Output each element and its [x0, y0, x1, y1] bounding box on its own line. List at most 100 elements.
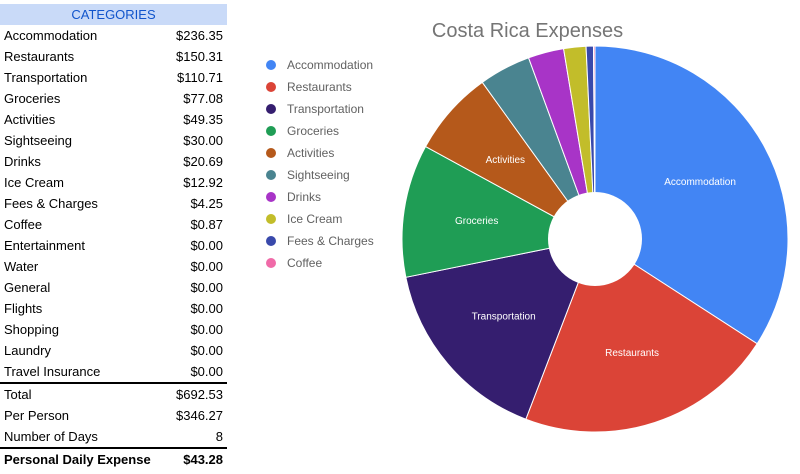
row-value: $692.53 — [167, 382, 227, 405]
table-header-row: CATEGORIES — [0, 4, 227, 25]
row-value: $0.00 — [190, 364, 223, 379]
row-value: $77.08 — [183, 91, 223, 106]
table-row: Travel Insurance $0.00 — [0, 361, 227, 383]
table-row: Flights $0.00 — [0, 298, 227, 319]
summary-row: Total $692.53 — [0, 382, 227, 405]
row-value: $0.00 — [190, 259, 223, 274]
legend-item: Fees & Charges — [266, 230, 374, 252]
legend-swatch — [266, 60, 276, 70]
row-label: Accommodation — [4, 28, 98, 43]
row-value: $30.00 — [183, 133, 223, 148]
row-value: $43.28 — [167, 447, 227, 470]
legend-swatch — [266, 214, 276, 224]
row-value: $0.00 — [190, 322, 223, 337]
legend-item: Accommodation — [266, 54, 374, 76]
legend-item: Groceries — [266, 120, 374, 142]
legend-item: Transportation — [266, 98, 374, 120]
slice-label: Transportation — [472, 311, 536, 322]
slice-label: Activities — [486, 155, 525, 166]
legend-item: Coffee — [266, 252, 374, 274]
final-row: Personal Daily Expense $43.28 — [0, 447, 227, 470]
slice-label: Accommodation — [664, 177, 736, 188]
chart-legend: Accommodation Restaurants Transportation Gr… — [266, 54, 374, 274]
table-header: CATEGORIES — [0, 4, 227, 25]
legend-swatch — [266, 170, 276, 180]
row-value: $20.69 — [183, 154, 223, 169]
legend-item: Drinks — [266, 186, 374, 208]
legend-label: Coffee — [287, 256, 323, 270]
table-row: Entertainment $0.00 — [0, 235, 227, 256]
row-value: 8 — [215, 429, 223, 444]
table-row: Shopping $0.00 — [0, 319, 227, 340]
row-label: Number of Days — [4, 429, 98, 444]
legend-item: Ice Cream — [266, 208, 374, 230]
table-row: Sightseeing $30.00 — [0, 130, 227, 151]
table-row: Laundry $0.00 — [0, 340, 227, 361]
legend-label: Accommodation — [287, 58, 374, 72]
legend-label: Ice Cream — [287, 212, 343, 226]
legend-swatch — [266, 126, 276, 136]
row-label: Activities — [4, 112, 56, 127]
slice-label: Groceries — [455, 216, 498, 227]
row-label: Shopping — [4, 322, 59, 337]
row-label: Sightseeing — [4, 133, 72, 148]
row-label: Fees & Charges — [4, 196, 98, 211]
row-value: $0.00 — [190, 301, 223, 316]
pie-slice — [405, 238, 596, 420]
chart-title: Costa Rica Expenses — [431, 20, 624, 42]
row-value: $0.00 — [190, 238, 223, 253]
row-label: Flights — [4, 301, 43, 316]
pie-slice — [592, 45, 596, 240]
table-row: Restaurants $150.31 — [0, 46, 227, 67]
donut-hole — [548, 192, 642, 286]
row-label: Water — [4, 259, 39, 274]
row-value: $49.35 — [183, 112, 223, 127]
legend-label: Activities — [287, 146, 335, 160]
row-value: $110.71 — [176, 70, 223, 85]
table-row: General $0.00 — [0, 277, 227, 298]
pie-slice — [594, 45, 789, 345]
row-value: $0.87 — [190, 217, 223, 232]
legend-label: Fees & Charges — [287, 234, 374, 248]
row-value: $0.00 — [190, 280, 223, 295]
row-label: Ice Cream — [4, 175, 64, 190]
row-label: Drinks — [4, 154, 41, 169]
table-row: Coffee $0.87 — [0, 214, 227, 235]
row-label: Groceries — [4, 91, 61, 106]
row-label: Laundry — [4, 343, 51, 358]
row-label: Entertainment — [4, 238, 85, 253]
row-label: Total — [0, 382, 168, 405]
legend-swatch — [266, 258, 276, 268]
table-row: Water $0.00 — [0, 256, 227, 277]
legend-item: Restaurants — [266, 76, 374, 98]
row-label: Travel Insurance — [4, 364, 101, 379]
row-label: Restaurants — [4, 49, 75, 64]
row-label: Personal Daily Expense — [0, 447, 168, 470]
slice-label: Restaurants — [605, 348, 659, 359]
table-row: Ice Cream $12.92 — [0, 172, 227, 193]
table-row: Fees & Charges $4.25 — [0, 193, 227, 214]
legend-swatch — [266, 236, 276, 246]
pie-slice — [401, 145, 597, 278]
row-value: $150.31 — [176, 49, 223, 64]
legend-label: Transportation — [287, 102, 364, 116]
summary-row: Per Person $346.27 — [0, 405, 227, 426]
row-value: $12.92 — [183, 175, 223, 190]
categories-table: CATEGORIES Accommodation $236.35 Restauran… — [0, 4, 227, 470]
row-label: Per Person — [4, 408, 70, 423]
legend-label: Sightseeing — [287, 168, 350, 182]
table-row: Groceries $77.08 — [0, 88, 227, 109]
row-value: $4.25 — [190, 196, 223, 211]
legend-swatch — [266, 192, 276, 202]
table-row: Transportation $110.71 — [0, 67, 227, 88]
legend-label: Groceries — [287, 124, 340, 138]
row-value: $346.27 — [176, 408, 223, 423]
pie-slice — [525, 238, 758, 433]
row-label: Transportation — [4, 70, 88, 85]
legend-item: Sightseeing — [266, 164, 374, 186]
summary-row: Number of Days 8 — [0, 426, 227, 448]
row-value: $236.35 — [176, 28, 223, 43]
legend-swatch — [266, 148, 276, 158]
legend-item: Activities — [266, 142, 374, 164]
